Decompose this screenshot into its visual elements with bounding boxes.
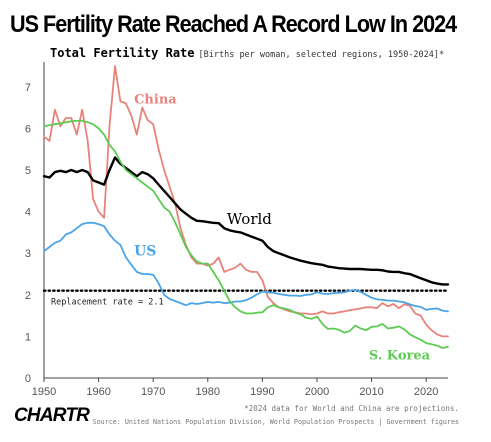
y-tick-label: 7	[25, 82, 31, 94]
series-line-s-korea	[43, 120, 449, 349]
replacement-rate-label: Replacement rate = 2.1	[51, 298, 164, 308]
x-tick-label: 1980	[196, 386, 220, 398]
chartr-logo: CHARTR	[14, 405, 90, 426]
x-tick-label: 1960	[86, 386, 110, 398]
source-note: Source: United Nations Population Divisi…	[92, 418, 459, 426]
x-tick-label: 2000	[305, 386, 329, 398]
x-tick-label: 2010	[359, 386, 383, 398]
chart-subtitle: Total Fertility Rate [Births per woman, s…	[50, 46, 444, 60]
projection-footnote: *2024 data for World and China are proje…	[244, 404, 459, 413]
y-tick-label: 5	[25, 165, 31, 177]
series-label-china: China	[134, 92, 177, 107]
series-line-us	[43, 221, 449, 313]
chart-title: US Fertility Rate Reached A Record Low I…	[10, 11, 457, 38]
series-label-s-korea: S. Korea	[369, 348, 431, 363]
x-tick-label: 1950	[32, 386, 56, 398]
subtitle-main: Total Fertility Rate	[50, 46, 195, 60]
subtitle-note: [Births per woman, selected regions, 195…	[198, 50, 445, 60]
y-tick-label: 4	[25, 207, 31, 219]
series-label-us: US	[134, 243, 156, 259]
y-tick-label: 2	[25, 290, 31, 302]
x-tick-label: 2020	[414, 386, 438, 398]
y-tick-label: 1	[25, 331, 31, 343]
y-tick-label: 3	[25, 248, 31, 260]
series-line-china	[43, 65, 449, 338]
series-line-world	[42, 156, 450, 286]
x-tick-label: 1990	[250, 386, 274, 398]
y-tick-label: 6	[25, 123, 31, 135]
series-label-world: World	[227, 210, 272, 228]
y-tick-label: 0	[25, 373, 31, 385]
x-tick-label: 1970	[141, 386, 165, 398]
